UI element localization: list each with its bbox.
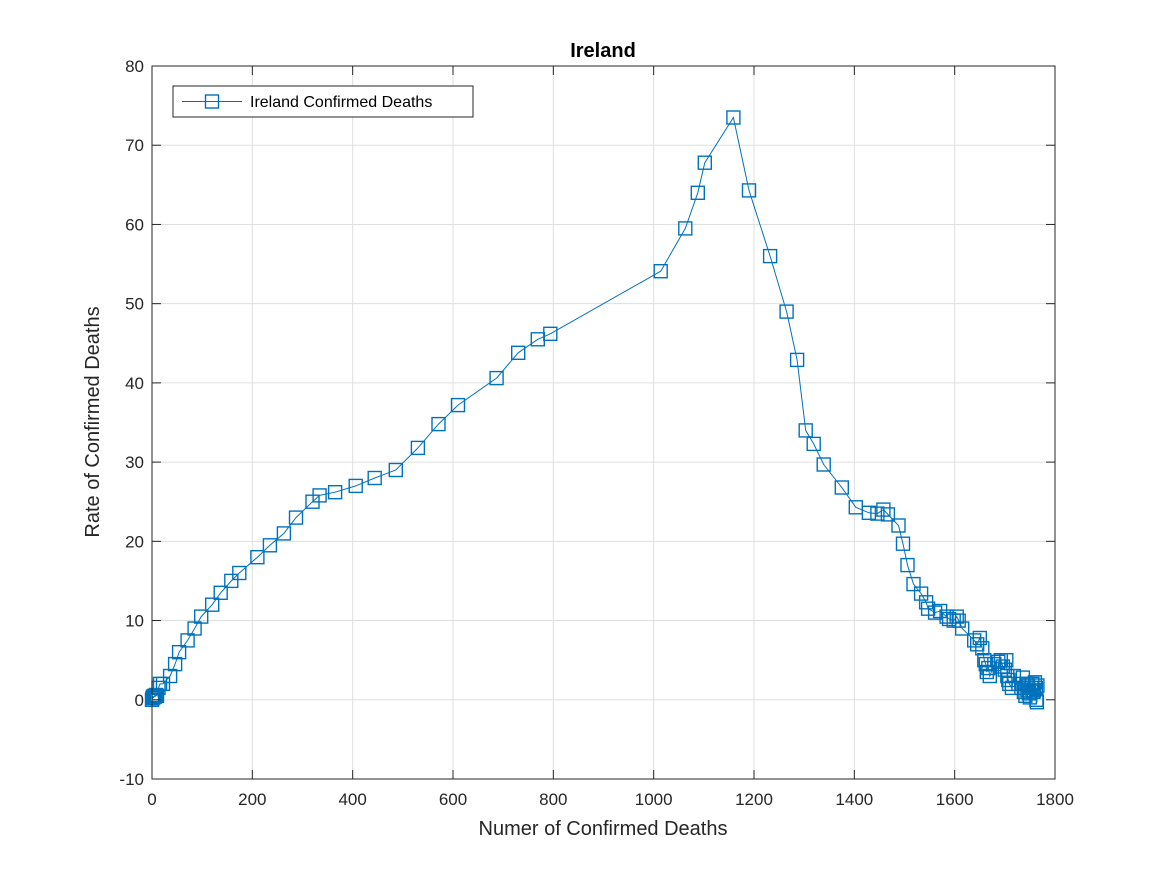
series-layer xyxy=(144,110,1045,710)
data-point-marker xyxy=(1028,680,1044,696)
y-tick-label: 40 xyxy=(125,374,144,393)
data-point-marker xyxy=(955,621,970,636)
data-point-marker xyxy=(789,352,805,368)
data-point-marker xyxy=(979,664,994,680)
data-point-marker xyxy=(972,630,987,646)
data-point-marker xyxy=(975,641,990,656)
data-point-marker xyxy=(982,668,997,684)
y-axis-title: Rate of Confirmed Deaths xyxy=(82,306,104,537)
data-point-marker xyxy=(798,423,813,438)
data-point-marker xyxy=(232,565,247,581)
data-point-marker xyxy=(450,397,466,413)
data-point-marker xyxy=(1027,675,1043,690)
y-tick-label: -10 xyxy=(119,770,144,789)
data-point-marker xyxy=(367,470,382,486)
data-point-marker xyxy=(653,264,668,279)
y-tick-label: 0 xyxy=(135,691,144,710)
x-tick-label: 1800 xyxy=(1036,790,1074,809)
data-point-marker xyxy=(834,480,849,495)
data-point-marker xyxy=(906,576,921,592)
data-point-marker xyxy=(900,557,915,573)
legend-label: Ireland Confirmed Deaths xyxy=(250,94,432,111)
data-point-marker xyxy=(880,507,896,522)
data-point-marker xyxy=(949,609,964,624)
axes-background xyxy=(152,66,1055,779)
data-point-marker xyxy=(951,613,966,628)
data-point-marker xyxy=(697,155,712,170)
data-point-marker xyxy=(288,510,304,525)
data-point-marker xyxy=(816,457,831,472)
data-point-marker xyxy=(276,526,292,541)
y-tick-label: 80 xyxy=(125,57,144,76)
plot-area: 0 200 400 600 800 1000 1200 1400 1600 1800 -10010… xyxy=(119,57,1073,809)
data-point-marker xyxy=(999,653,1014,668)
tick-marks xyxy=(151,65,1056,780)
data-point-marker xyxy=(1001,672,1016,688)
data-point-marker xyxy=(213,585,228,600)
data-point-marker xyxy=(171,645,187,660)
data-point-marker xyxy=(678,221,693,236)
data-point-marker xyxy=(690,185,705,201)
data-point-marker xyxy=(388,462,403,478)
x-axis-title: Numer of Confirmed Deaths xyxy=(479,818,728,840)
data-point-marker xyxy=(410,440,426,456)
x-tick-label: 400 xyxy=(338,790,366,809)
data-point-marker xyxy=(977,653,992,668)
data-point-marker xyxy=(741,183,757,198)
data-point-marker xyxy=(1030,678,1045,693)
data-point-marker xyxy=(250,550,265,565)
chart-title: Ireland xyxy=(570,40,636,62)
x-tick-label: 1200 xyxy=(735,790,773,809)
data-point-marker xyxy=(941,611,957,627)
y-tick-labels: -10 0 10 20 30 40 50 60 70 80 xyxy=(119,57,144,789)
data-point-marker xyxy=(348,478,363,494)
x-tick-label: 800 xyxy=(539,790,567,809)
x-tick-label: 1400 xyxy=(835,790,873,809)
x-tick-label: 600 xyxy=(439,790,467,809)
data-point-marker xyxy=(876,502,891,517)
data-point-marker xyxy=(327,485,343,500)
data-point-marker xyxy=(1029,695,1045,710)
y-tick-label: 10 xyxy=(125,612,144,631)
data-point-marker xyxy=(967,633,982,648)
data-point-marker xyxy=(543,326,558,341)
data-point-marker xyxy=(312,488,327,503)
data-point-marker xyxy=(262,538,278,553)
data-point-marker xyxy=(162,668,178,684)
x-tick-label: 0 xyxy=(147,790,156,809)
data-point-marker xyxy=(891,518,906,533)
data-point-marker xyxy=(489,370,504,386)
data-point-marker xyxy=(1026,683,1042,698)
y-tick-label: 20 xyxy=(125,532,144,551)
data-point-marker xyxy=(762,248,778,264)
axes-frame xyxy=(151,65,1056,780)
data-point-marker xyxy=(726,110,741,125)
x-tick-label: 200 xyxy=(238,790,266,809)
data-point-marker xyxy=(224,573,239,589)
data-point-marker xyxy=(193,609,209,624)
x-tick-label: 1600 xyxy=(936,790,974,809)
data-point-marker xyxy=(204,597,220,612)
x-tick-label: 1000 xyxy=(635,790,673,809)
y-tick-label: 70 xyxy=(125,136,144,155)
data-point-marker xyxy=(431,416,446,432)
data-point-marker xyxy=(511,345,526,360)
y-tick-label: 50 xyxy=(125,295,144,314)
data-point-marker xyxy=(861,505,877,520)
y-tick-label: 60 xyxy=(125,215,144,234)
data-point-marker xyxy=(927,605,943,620)
data-point-marker xyxy=(895,536,911,551)
legend: Ireland Confirmed Deaths xyxy=(172,85,474,118)
x-tick-labels: 0 200 400 600 800 1000 1200 1400 1600 1800 xyxy=(147,790,1074,809)
data-point-marker xyxy=(1006,668,1022,684)
y-tick-label: 30 xyxy=(125,453,144,472)
data-point-marker xyxy=(167,656,183,672)
data-point-marker xyxy=(779,304,794,319)
legend-marker-icon xyxy=(204,94,220,109)
data-point-marker xyxy=(913,586,929,601)
data-point-marker xyxy=(806,436,821,452)
